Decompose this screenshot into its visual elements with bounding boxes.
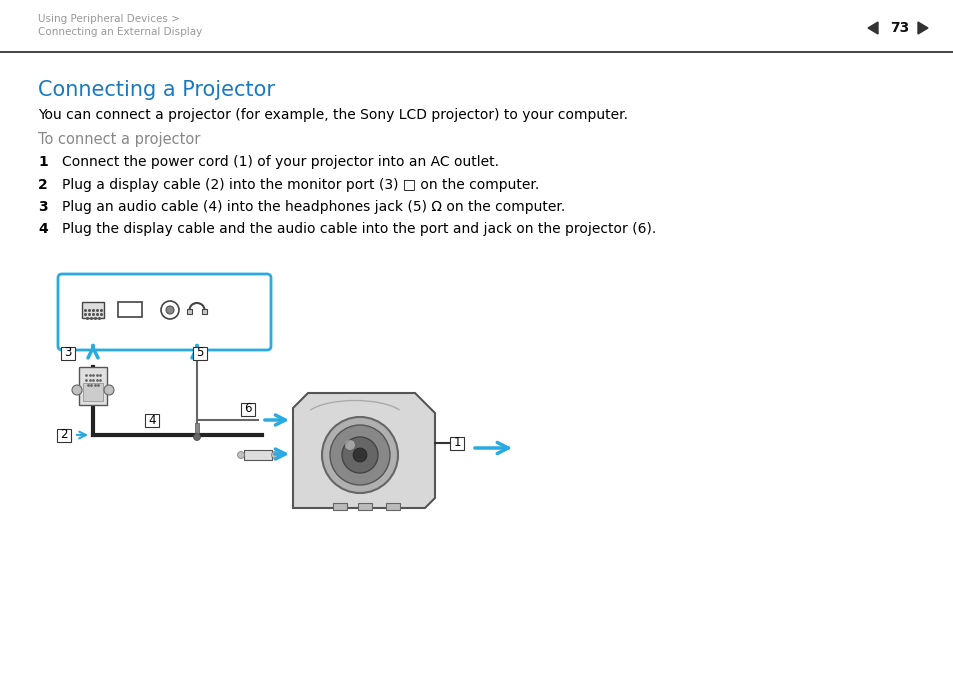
Text: 4: 4 xyxy=(38,222,48,236)
Text: 6: 6 xyxy=(244,402,252,415)
Bar xyxy=(79,367,107,405)
Circle shape xyxy=(166,306,173,314)
Polygon shape xyxy=(867,22,877,34)
Text: 5: 5 xyxy=(196,346,204,359)
Bar xyxy=(244,450,272,460)
Text: Connecting an External Display: Connecting an External Display xyxy=(38,27,202,37)
Text: 4: 4 xyxy=(148,414,155,427)
Text: You can connect a projector (for example, the Sony LCD projector) to your comput: You can connect a projector (for example… xyxy=(38,108,627,122)
Text: 3: 3 xyxy=(38,200,48,214)
Circle shape xyxy=(322,417,397,493)
Text: Plug an audio cable (4) into the headphones jack (5) Ω on the computer.: Plug an audio cable (4) into the headpho… xyxy=(62,200,565,214)
Bar xyxy=(61,346,75,359)
Text: 3: 3 xyxy=(64,346,71,359)
Bar xyxy=(202,309,207,314)
Bar xyxy=(386,503,399,510)
Bar xyxy=(450,437,463,450)
Circle shape xyxy=(104,385,113,395)
Bar xyxy=(187,309,192,314)
Text: 2: 2 xyxy=(60,429,68,441)
Bar xyxy=(193,346,207,359)
Circle shape xyxy=(272,452,278,458)
Bar xyxy=(118,302,142,317)
Circle shape xyxy=(71,385,82,395)
Text: Plug the display cable and the audio cable into the port and jack on the project: Plug the display cable and the audio cab… xyxy=(62,222,656,236)
Text: To connect a projector: To connect a projector xyxy=(38,132,200,147)
Bar xyxy=(194,423,199,435)
Polygon shape xyxy=(293,393,435,508)
Bar xyxy=(83,383,103,401)
Text: 1: 1 xyxy=(453,437,460,450)
Circle shape xyxy=(193,433,200,441)
Circle shape xyxy=(330,425,390,485)
Circle shape xyxy=(353,448,367,462)
FancyBboxPatch shape xyxy=(58,274,271,350)
Text: 73: 73 xyxy=(889,21,908,35)
Bar xyxy=(145,414,159,427)
Bar xyxy=(357,503,372,510)
Bar xyxy=(333,503,347,510)
Text: Connecting a Projector: Connecting a Projector xyxy=(38,80,274,100)
Text: 1: 1 xyxy=(38,155,48,169)
Bar xyxy=(82,302,104,318)
Text: Using Peripheral Devices >: Using Peripheral Devices > xyxy=(38,14,180,24)
Circle shape xyxy=(341,437,377,473)
Circle shape xyxy=(345,440,355,450)
Polygon shape xyxy=(917,22,927,34)
Text: Connect the power cord (1) of your projector into an AC outlet.: Connect the power cord (1) of your proje… xyxy=(62,155,498,169)
Bar xyxy=(57,429,71,441)
Circle shape xyxy=(237,452,244,458)
Text: 2: 2 xyxy=(38,178,48,192)
Text: Plug a display cable (2) into the monitor port (3) □ on the computer.: Plug a display cable (2) into the monito… xyxy=(62,178,538,192)
Bar xyxy=(241,402,254,415)
